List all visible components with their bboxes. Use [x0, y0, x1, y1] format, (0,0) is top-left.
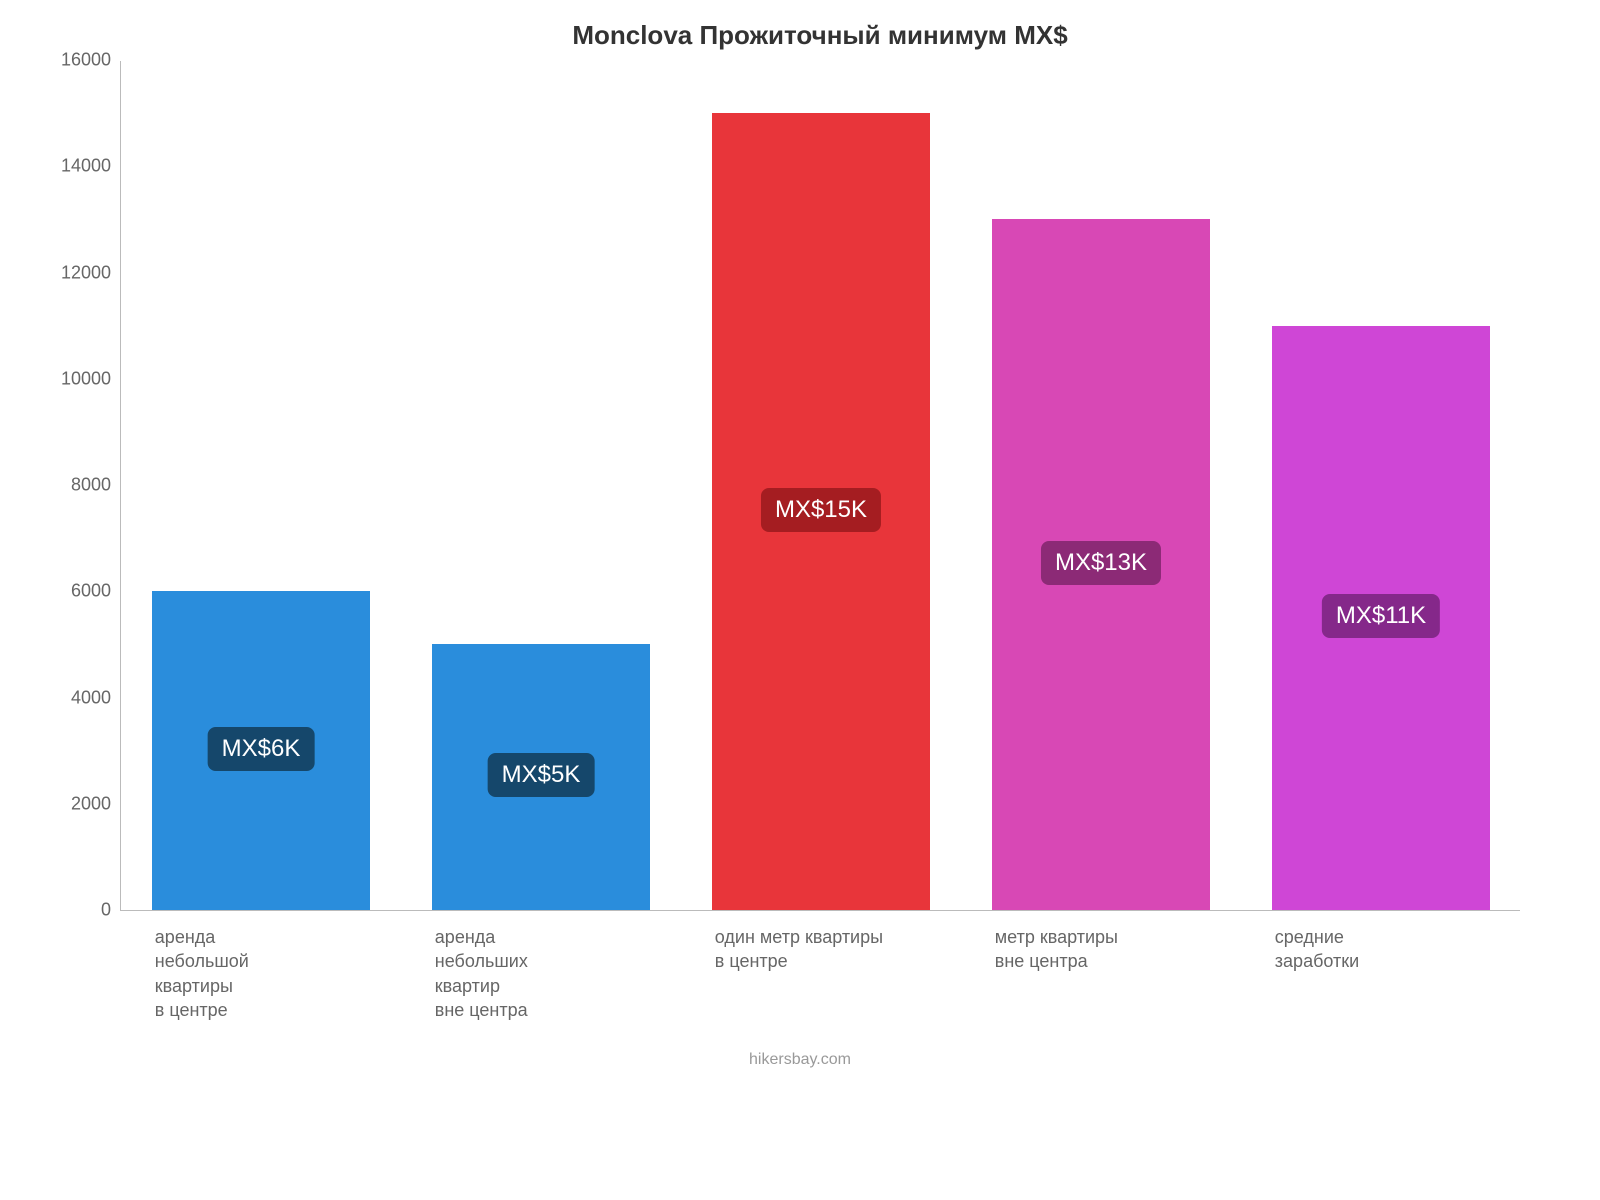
x-axis-labels: аренданебольшойквартирыв центреаренданеб…	[120, 925, 1520, 1022]
y-tick: 0	[51, 900, 111, 921]
x-label: аренданебольшойквартирыв центре	[120, 925, 400, 1022]
y-tick: 8000	[51, 475, 111, 496]
bar-value-badge: MX$13K	[1041, 541, 1161, 585]
credit-text: hikersbay.com	[0, 1051, 1600, 1069]
x-label: метр квартирывне центра	[960, 925, 1240, 1022]
bar: MX$6K	[152, 591, 370, 910]
bar: MX$11K	[1272, 326, 1490, 910]
bar: MX$13K	[992, 219, 1210, 910]
bar: MX$15K	[712, 113, 930, 910]
y-tick: 6000	[51, 581, 111, 602]
bar-value-badge: MX$6K	[208, 727, 315, 771]
y-tick: 4000	[51, 687, 111, 708]
chart-container: Monclova Прожиточный минимум MX$ 0200040…	[0, 0, 1600, 1200]
plot-area: 0200040006000800010000120001400016000MX$…	[120, 61, 1520, 911]
x-label: аренданебольшихквартирвне центра	[400, 925, 680, 1022]
x-label: средниезаработки	[1240, 925, 1520, 1022]
x-label: один метр квартирыв центре	[680, 925, 960, 1022]
bar-value-badge: MX$15K	[761, 488, 881, 532]
y-tick: 16000	[51, 50, 111, 71]
y-tick: 12000	[51, 262, 111, 283]
bar: MX$5K	[432, 644, 650, 910]
y-tick: 2000	[51, 793, 111, 814]
bar-value-badge: MX$11K	[1322, 594, 1440, 638]
y-tick: 14000	[51, 156, 111, 177]
y-tick: 10000	[51, 368, 111, 389]
chart-title: Monclova Прожиточный минимум MX$	[100, 20, 1540, 51]
bar-value-badge: MX$5K	[488, 753, 595, 797]
